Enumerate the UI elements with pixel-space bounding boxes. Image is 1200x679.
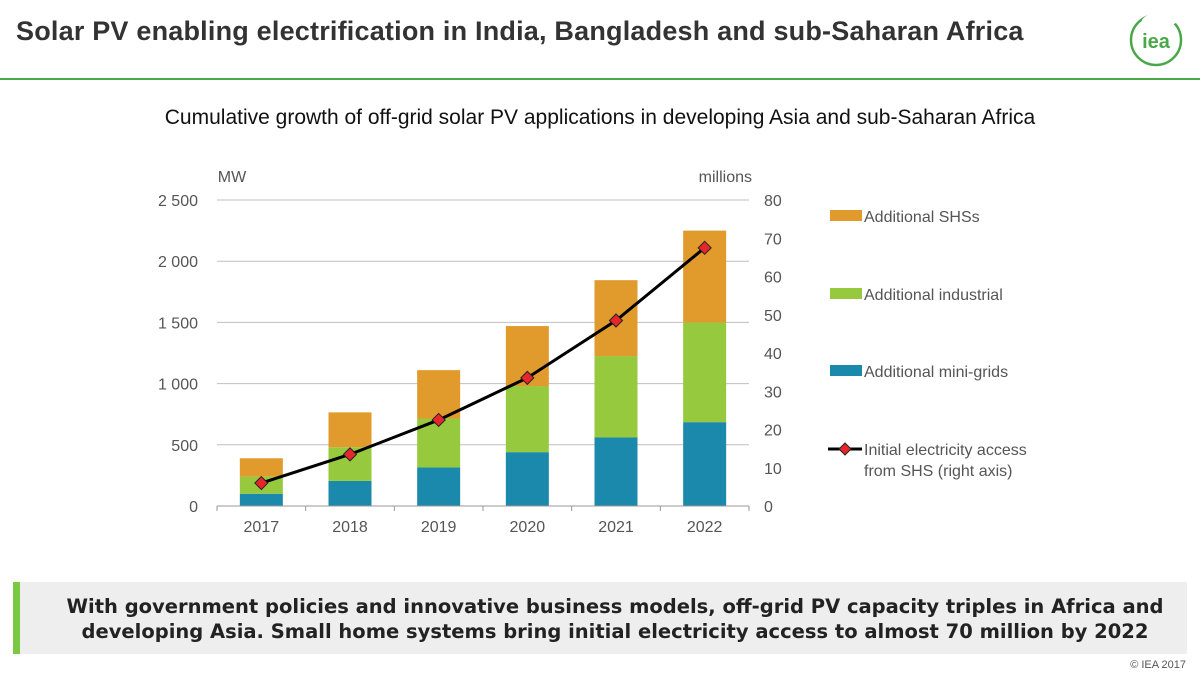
stacked-bar-line-chart: MW millions 0 500 1 000 1 500 2 000 2 500 0 10 2… [158,169,1027,536]
bar-segment-mini-grids [417,467,461,506]
left-tick-label: 2 000 [158,254,198,271]
bars [239,230,727,506]
right-tick-label: 70 [764,231,782,248]
legend-swatch-mini-grids [830,365,862,376]
key-message-text: With government policies and innovative … [66,595,1164,643]
axes: 0 500 1 000 1 500 2 000 2 500 0 10 20 30 40 50 60 70 8… [158,193,782,536]
iea-logo: iea [1129,12,1183,67]
line-marker [608,313,624,328]
iea-logo-text: iea [1142,31,1171,53]
right-tick-label: 50 [764,308,782,325]
legend-label: Additional SHSs [864,209,980,226]
bar-segment-mini-grids [239,493,283,506]
gridlines [217,199,749,446]
legend-label: Additional mini-grids [864,364,1008,381]
line-marker [520,370,535,386]
right-tick-label: 20 [764,423,782,440]
slide-title: Solar PV enabling electrification in Ind… [16,16,1024,46]
x-tick-label: 2020 [510,519,546,536]
bar-segment-shs [328,412,372,448]
legend-swatch-shs [830,210,862,221]
right-tick-label: 30 [764,384,782,401]
copyright-notice: © IEA 2017 [1130,659,1186,671]
line-series-path [260,246,706,485]
left-axis-unit: MW [218,169,247,186]
x-tick-label: 2022 [687,519,723,536]
line-series [254,240,712,491]
bar-segment-industrial [683,322,727,423]
x-tick-label: 2019 [421,519,457,536]
right-tick-label: 10 [764,461,782,478]
header-divider [0,78,1200,80]
chart-title: Cumulative growth of off-grid solar PV a… [164,106,1036,129]
bar-segment-mini-grids [505,452,549,506]
bar-segment-industrial [594,356,638,438]
legend-marker [838,442,852,456]
right-tick-label: 40 [764,346,782,363]
line-marker [697,240,712,256]
bar-segment-mini-grids [683,422,727,506]
iea-logo-gap [1141,12,1177,26]
key-message-box: With government policies and innovative … [13,582,1187,654]
bar-segment-shs [239,458,283,477]
line-marker [431,412,446,428]
right-axis-unit: millions [699,169,752,186]
left-tick-label: 2 500 [158,193,198,210]
line-marker [254,475,269,491]
left-tick-label: 1 000 [158,377,198,394]
left-tick-label: 0 [189,499,198,516]
line-marker [342,447,358,462]
right-tick-label: 60 [764,270,782,287]
bar-segment-mini-grids [594,437,638,506]
bar-segment-mini-grids [328,480,372,506]
right-tick-label: 0 [764,499,773,516]
left-tick-label: 500 [171,438,198,455]
bar-segment-shs [417,370,461,419]
legend-label: Initial electricity access [864,442,1027,459]
bar-segment-industrial [505,386,549,453]
legend-label: from SHS (right axis) [864,463,1012,480]
x-tick-label: 2018 [332,519,368,536]
x-tick-label: 2021 [598,519,634,536]
legend: Additional SHSs Additional industrial Addi… [828,209,1027,480]
right-tick-label: 80 [764,193,782,210]
left-tick-label: 1 500 [158,315,198,332]
x-tick-label: 2017 [244,519,280,536]
legend-swatch-industrial [830,288,862,299]
legend-label: Additional industrial [864,287,1003,304]
